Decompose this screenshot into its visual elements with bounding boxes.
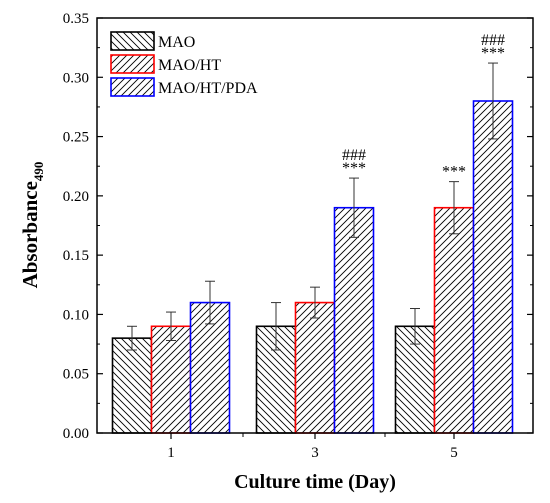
legend-label: MAO/HT [158, 57, 221, 74]
error-bar [410, 308, 420, 345]
error-bar [310, 286, 320, 319]
error-bar [205, 280, 215, 325]
significance-label: ### [342, 147, 366, 164]
annotations-layer: ###*** ***###*** [342, 32, 505, 181]
significance-label: *** [442, 164, 466, 181]
legend-swatch [110, 77, 155, 97]
bar [150, 325, 192, 434]
legend-item: MAO/HT/PDA [110, 77, 258, 97]
y-tick-label: 0.35 [63, 11, 89, 27]
y-axis-label-subscript: 490 [31, 162, 46, 182]
y-tick-label: 0.10 [63, 307, 89, 323]
error-bar [271, 302, 281, 351]
x-tick-label: 5 [450, 445, 458, 461]
y-axis-label: Absorbance490 [18, 162, 46, 289]
y-tick-label: 0.20 [63, 189, 89, 205]
bar [333, 206, 375, 434]
y-tick-label: 0.00 [63, 426, 89, 442]
x-tick-label: 1 [167, 445, 175, 461]
error-bar [127, 325, 137, 351]
significance-label: *** [481, 45, 505, 62]
legend: MAO MAO/HT MAO/HT/PDA [110, 31, 258, 97]
x-axis-label: Culture time (Day) [234, 471, 396, 493]
y-axis: 0.00 0.05 0.10 0.15 0.20 0.25 0.30 0.35 [63, 11, 533, 442]
error-bar [166, 311, 176, 342]
y-tick-label: 0.05 [63, 367, 89, 383]
legend-label: MAO/HT/PDA [158, 80, 258, 97]
legend-item: MAO [110, 31, 195, 51]
significance-label: *** [342, 160, 366, 177]
bar [294, 301, 336, 434]
error-bar [449, 181, 459, 235]
x-axis: 1 3 5 [167, 433, 458, 461]
error-bars-layer [127, 62, 498, 351]
legend-swatch [110, 31, 155, 51]
bar [111, 337, 153, 434]
bar [472, 100, 514, 434]
error-bar [349, 177, 359, 238]
y-axis-label-main: Absorbance [18, 181, 42, 288]
legend-label: MAO [158, 34, 195, 51]
x-tick-label: 3 [311, 445, 319, 461]
bars-layer [111, 100, 514, 434]
y-tick-label: 0.15 [63, 248, 89, 264]
y-tick-label: 0.25 [63, 130, 89, 146]
legend-item: MAO/HT [110, 54, 221, 74]
legend-swatch [110, 54, 155, 74]
bar [433, 206, 475, 434]
y-tick-label: 0.30 [63, 70, 89, 86]
error-bar [488, 62, 498, 140]
significance-label: ### [481, 32, 505, 49]
